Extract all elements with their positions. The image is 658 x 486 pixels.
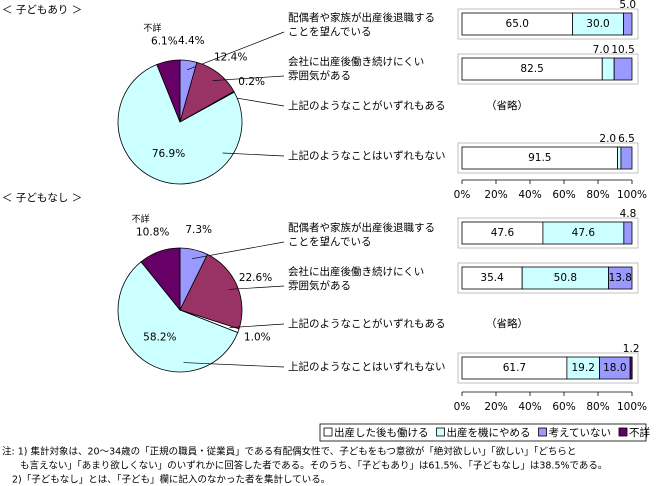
- x-tick-label: 100%: [617, 401, 647, 413]
- leader-line: [191, 241, 285, 260]
- slice-category: 不詳: [143, 22, 161, 34]
- footnote: 2)「子どもなし」とは、「子ども」欄に記入のなかった者を集計している。: [12, 474, 330, 486]
- x-tick-label: 80%: [586, 401, 609, 413]
- pie-slice: [117, 63, 243, 185]
- legend-swatch: [436, 427, 445, 437]
- slice-label: 0.2%: [238, 76, 265, 88]
- legend-swatch: [538, 427, 547, 437]
- category-label: 上記のようなことはいずれもない: [288, 360, 446, 373]
- value-label: 50.8: [554, 272, 577, 284]
- leader-line: [229, 323, 285, 328]
- value-label: 91.5: [528, 152, 551, 164]
- value-label: 5.0: [619, 0, 636, 11]
- pie-slice: [179, 253, 243, 330]
- x-tick-label: 20%: [484, 189, 507, 201]
- bar-segment: [617, 146, 622, 170]
- value-label: 2.0: [599, 133, 616, 145]
- value-label: 65.0: [506, 18, 529, 30]
- slice-label: 76.9%: [152, 148, 185, 160]
- category-label: 配偶者や家族が出産後退職する: [288, 221, 435, 234]
- row-frame: [457, 8, 639, 40]
- row-frame: [457, 142, 639, 174]
- category-label: 上記のようなことがいずれもある: [288, 99, 446, 112]
- bar-segment: [608, 266, 633, 290]
- bar-segment: [629, 356, 633, 380]
- pie-slice: [140, 247, 181, 312]
- legend-label: 不詳: [629, 426, 650, 439]
- value-label: 1.2: [623, 343, 640, 355]
- value-label: 30.0: [586, 18, 609, 30]
- x-tick-label: 20%: [484, 401, 507, 413]
- leader-line: [212, 75, 285, 81]
- slice-label: 22.6%: [239, 272, 272, 284]
- category-label: 会社に出産後働き続けにくい: [288, 55, 424, 68]
- value-label: 10.5: [611, 44, 634, 56]
- bar-segment: [623, 12, 633, 36]
- category-label: ことを望んでいる: [288, 25, 371, 38]
- value-label: 4.8: [620, 208, 637, 220]
- bar-segment: [613, 57, 633, 81]
- slice-label: 58.2%: [143, 332, 176, 344]
- footnote: も言えない」「あまり欲しくない」のいずれかに回答した者である。そのうち、「子ども…: [20, 460, 607, 472]
- value-label: 13.8: [609, 272, 632, 284]
- panel-title: ＜ 子どもあり ＞: [2, 4, 82, 16]
- slice-label: 6.1%: [151, 36, 178, 48]
- legend-label: 出産を機にやめる: [447, 426, 531, 439]
- x-tick-label: 40%: [518, 189, 541, 201]
- value-label: 7.0: [593, 44, 610, 56]
- value-label: 47.6: [491, 227, 515, 239]
- x-tick-label: 60%: [552, 189, 575, 201]
- legend-label: 出産した後も働ける: [334, 426, 429, 439]
- x-tick-label: 60%: [552, 401, 575, 413]
- legend-label: 考えていない: [549, 427, 611, 439]
- slice-label: 1.0%: [244, 331, 271, 343]
- value-label: 19.2: [572, 362, 595, 374]
- bar-segment: [620, 146, 633, 170]
- value-label: 82.5: [520, 63, 543, 75]
- leader-line: [187, 31, 285, 71]
- row-frame: [457, 352, 639, 384]
- value-label: 6.5: [618, 133, 635, 145]
- pie-slice: [117, 261, 239, 373]
- bar-segment: [601, 57, 615, 81]
- x-tick-label: 80%: [586, 189, 609, 201]
- value-label: 18.0: [603, 362, 626, 374]
- slice-category: 不詳: [132, 213, 150, 225]
- footnote: 注: 1) 集計対象は、20～34歳の「正規の職員・従業員」である有配偶女性で、…: [2, 446, 576, 458]
- row-frame: [457, 262, 639, 294]
- slice-label: 7.3%: [185, 224, 212, 236]
- slice-label: 10.8%: [136, 227, 169, 239]
- x-tick-label: 100%: [617, 189, 647, 201]
- category-label: 会社に出産後働き続けにくい: [288, 265, 424, 278]
- category-label: 配偶者や家族が出産後退職する: [288, 11, 435, 24]
- panel-title: ＜ 子どもなし ＞: [2, 192, 82, 204]
- row-frame: [457, 217, 639, 249]
- row-frame: [457, 53, 639, 85]
- value-label: 47.6: [572, 227, 596, 239]
- pie-slice: [156, 59, 181, 123]
- category-label: 上記のようなことがいずれもある: [288, 317, 446, 330]
- value-label: 35.4: [480, 272, 504, 284]
- omitted-note: （省略）: [486, 99, 528, 112]
- legend-swatch: [323, 427, 333, 437]
- category-label: 雰囲気がある: [288, 69, 351, 82]
- legend-swatch: [618, 427, 628, 437]
- leader-line: [222, 152, 285, 157]
- slice-label: 12.4%: [214, 52, 247, 64]
- category-label: 上記のようなことはいずれもない: [288, 149, 446, 162]
- slice-label: 4.4%: [178, 35, 205, 47]
- category-label: ことを望んでいる: [288, 235, 371, 248]
- value-label: 61.7: [503, 362, 526, 374]
- x-tick-label: 0%: [454, 189, 471, 201]
- leader-line: [183, 362, 285, 368]
- category-label: 雰囲気がある: [288, 279, 351, 292]
- x-tick-label: 40%: [518, 401, 541, 413]
- leader-line: [228, 285, 285, 290]
- x-tick-label: 0%: [454, 401, 471, 413]
- omitted-note: （省略）: [486, 317, 528, 330]
- bar-segment: [623, 221, 633, 245]
- legend-box: [319, 423, 647, 442]
